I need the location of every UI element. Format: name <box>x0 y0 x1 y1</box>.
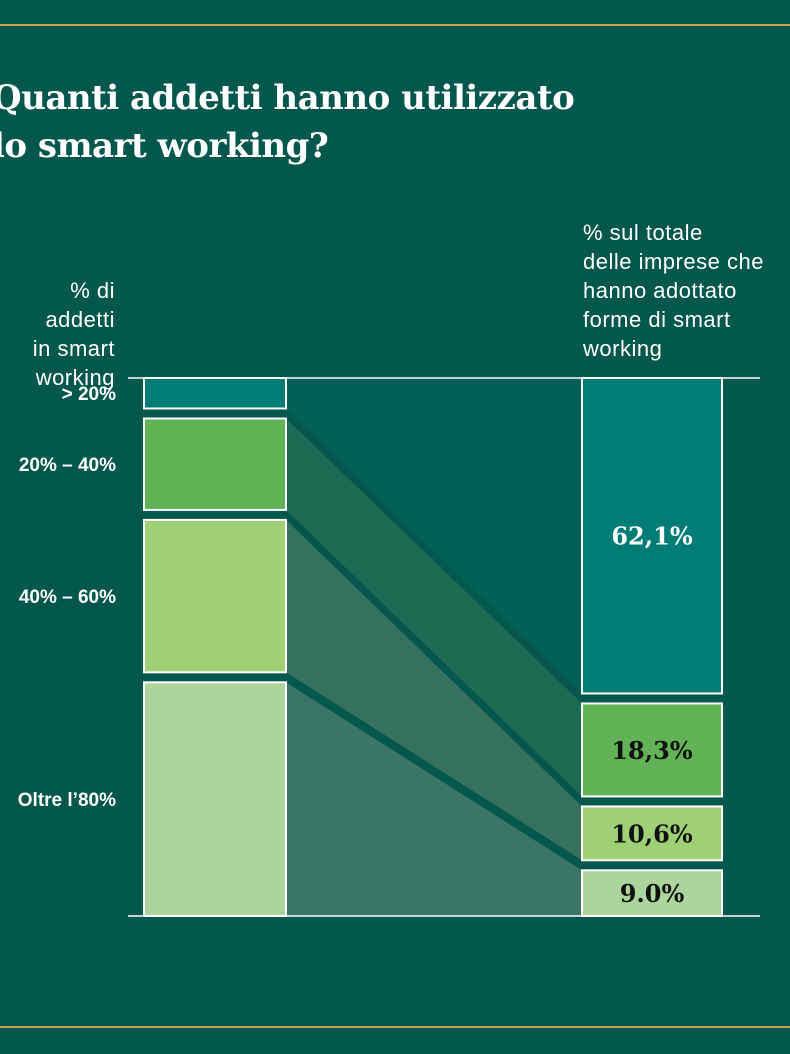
value-label: 62,1% <box>611 522 692 551</box>
right-segment <box>581 869 723 918</box>
value-label: 10,6% <box>611 819 692 848</box>
chart-title: Quanti addetti hanno utilizzato lo smart… <box>0 78 575 166</box>
right-segment <box>581 805 723 862</box>
category-label: 20% – 40% <box>19 455 116 476</box>
value-label: 18,3% <box>611 736 692 765</box>
category-label: Oltre l’80% <box>18 790 116 811</box>
left-segment <box>143 417 287 511</box>
left-segment <box>143 377 287 410</box>
right-axis-heading: % sul totale delle imprese che hanno ado… <box>583 220 764 361</box>
flow-ribbon <box>286 418 582 797</box>
left-segment <box>143 518 287 674</box>
right-segment <box>581 702 723 798</box>
category-label: > 20% <box>62 384 117 405</box>
flow-ribbon <box>286 378 582 694</box>
flow-ribbon <box>286 682 582 916</box>
flow-ribbon <box>286 519 582 861</box>
value-label: 9.0% <box>620 879 685 908</box>
right-segment <box>581 377 723 695</box>
bottom-rule <box>0 1026 790 1028</box>
category-label: 40% – 60% <box>19 587 116 608</box>
left-segment <box>143 681 287 917</box>
left-axis-heading: % di addetti in smart working <box>32 278 115 390</box>
top-rule <box>0 24 790 26</box>
